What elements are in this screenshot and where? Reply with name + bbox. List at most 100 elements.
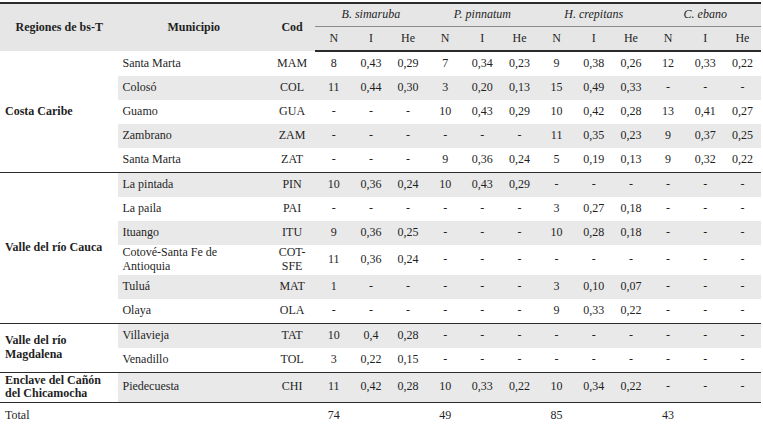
- value-cell: -: [687, 275, 724, 299]
- value-cell: 10: [427, 173, 464, 198]
- value-cell: -: [612, 348, 649, 373]
- value-cell: -: [389, 124, 426, 148]
- value-cell: -: [538, 245, 575, 275]
- value-cell: -: [389, 100, 426, 124]
- cod-cell: ZAT: [269, 148, 315, 173]
- col-header-he-1: He: [389, 27, 426, 52]
- value-cell: 43: [650, 403, 687, 430]
- value-cell: 0,24: [389, 173, 426, 198]
- genetic-diversity-table: Regiones de bs-T Municipio Cod B. simaru…: [0, 2, 761, 432]
- municipio-cell: Piedecuesta: [118, 372, 269, 403]
- value-cell: 0,35: [575, 124, 612, 148]
- value-cell: 0,41: [687, 100, 724, 124]
- value-cell: 7: [427, 51, 464, 76]
- value-cell: -: [650, 372, 687, 403]
- value-cell: 0,22: [501, 372, 538, 403]
- value-cell: -: [538, 348, 575, 373]
- value-cell: -: [687, 323, 724, 348]
- value-cell: 10: [427, 100, 464, 124]
- cod-cell: PIN: [269, 173, 315, 198]
- value-cell: 0,37: [687, 124, 724, 148]
- value-cell: -: [352, 299, 389, 324]
- summary-label: Total: [0, 403, 315, 430]
- value-cell: 0,07: [612, 275, 649, 299]
- value-cell: -: [724, 173, 761, 198]
- value-cell: 9: [315, 221, 352, 245]
- value-cell: 0,34: [575, 372, 612, 403]
- value-cell: -: [501, 275, 538, 299]
- value-cell: 9: [427, 148, 464, 173]
- value-cell: -: [464, 124, 501, 148]
- value-cell: 9: [538, 299, 575, 324]
- value-cell: -: [427, 221, 464, 245]
- municipio-cell: La paila: [118, 197, 269, 221]
- col-header-cod: Cod: [269, 3, 315, 51]
- value-cell: 0,4: [352, 323, 389, 348]
- value-cell: -: [352, 197, 389, 221]
- value-cell: 0,28: [389, 372, 426, 403]
- cod-cell: MAM: [269, 51, 315, 76]
- col-header-municipio: Municipio: [118, 3, 269, 51]
- value-cell: 0,13: [501, 76, 538, 100]
- value-cell: 0,36: [352, 173, 389, 198]
- value-cell: -: [724, 245, 761, 275]
- col-header-species-h-crepitans: H. crepitans: [538, 3, 649, 27]
- municipio-cell: La pintada: [118, 173, 269, 198]
- value-cell: 0,38: [575, 51, 612, 76]
- cod-cell: ITU: [269, 221, 315, 245]
- cod-cell: COT-SFE: [269, 245, 315, 275]
- municipio-cell: Guamo: [118, 100, 269, 124]
- value-cell: 0,26: [612, 51, 649, 76]
- value-cell: -: [650, 197, 687, 221]
- value-cell: 9: [650, 148, 687, 173]
- value-cell: -: [464, 323, 501, 348]
- value-cell: -: [575, 173, 612, 198]
- value-cell: 0,36: [464, 148, 501, 173]
- value-cell: -: [464, 348, 501, 373]
- cod-cell: OLA: [269, 299, 315, 324]
- value-cell: 0,24: [501, 148, 538, 173]
- value-cell: 0,25: [724, 124, 761, 148]
- value-cell: -: [724, 76, 761, 100]
- value-cell: -: [575, 245, 612, 275]
- cod-cell: TOL: [269, 348, 315, 373]
- value-cell: 0,42: [352, 372, 389, 403]
- value-cell: 11: [315, 76, 352, 100]
- table-row: Enclave del Cañón del ChicamochaPiedecue…: [0, 372, 761, 403]
- value-cell: -: [315, 100, 352, 124]
- value-cell: 12: [650, 51, 687, 76]
- value-cell: -: [501, 221, 538, 245]
- municipio-cell: Tuluá: [118, 275, 269, 299]
- value-cell: 0,36: [352, 221, 389, 245]
- value-cell: 0,22: [352, 348, 389, 373]
- value-cell: [575, 403, 612, 430]
- region-cell: Valle del río Cauca: [0, 173, 118, 324]
- value-cell: -: [427, 275, 464, 299]
- value-cell: -: [315, 299, 352, 324]
- value-cell: -: [501, 323, 538, 348]
- col-header-he-2: He: [501, 27, 538, 52]
- value-cell: 0,23: [612, 124, 649, 148]
- value-cell: 3: [427, 76, 464, 100]
- value-cell: 8: [315, 51, 352, 76]
- value-cell: 0,28: [389, 323, 426, 348]
- value-cell: 0,29: [501, 100, 538, 124]
- cod-cell: PAI: [269, 197, 315, 221]
- value-cell: -: [612, 173, 649, 198]
- cod-cell: TAT: [269, 323, 315, 348]
- value-cell: -: [575, 323, 612, 348]
- value-cell: -: [352, 124, 389, 148]
- value-cell: -: [464, 299, 501, 324]
- value-cell: -: [724, 323, 761, 348]
- value-cell: [612, 403, 649, 430]
- value-cell: -: [650, 245, 687, 275]
- municipio-cell: Colosó: [118, 76, 269, 100]
- value-cell: -: [464, 221, 501, 245]
- region-cell: Valle del río Magdalena: [0, 323, 118, 372]
- value-cell: -: [687, 372, 724, 403]
- value-cell: -: [650, 173, 687, 198]
- value-cell: 49: [427, 403, 464, 430]
- summary-row: Total74498543: [0, 403, 761, 430]
- value-cell: 0,42: [575, 100, 612, 124]
- municipio-cell: Venadillo: [118, 348, 269, 373]
